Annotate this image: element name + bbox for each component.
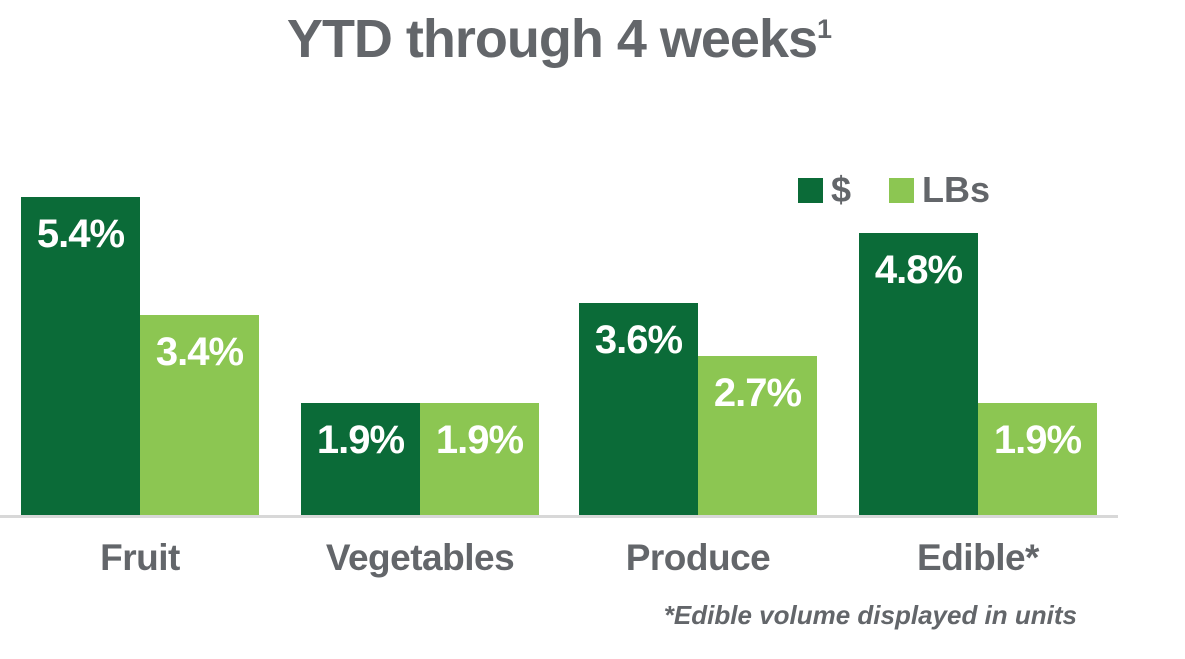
category-label-produce: Produce bbox=[625, 537, 771, 578]
x-axis-line bbox=[0, 515, 1118, 518]
legend-item-lbs: LBs bbox=[889, 172, 990, 208]
legend: $ LBs bbox=[798, 170, 990, 210]
category-label-edible: Edible* bbox=[917, 537, 1039, 578]
bar-vegetables-lbs: 1.9% bbox=[420, 403, 539, 515]
bar-fruit-lbs: 3.4% bbox=[140, 315, 259, 515]
chart-title: YTD through 4 weeks1 bbox=[0, 2, 1118, 78]
bar-value-label: 1.9% bbox=[316, 418, 405, 462]
bar-value-label: 5.4% bbox=[36, 212, 125, 256]
chart-title-superscript: 1 bbox=[817, 14, 832, 44]
chart-title-text: YTD through 4 weeks bbox=[286, 9, 818, 69]
legend-swatch-lbs-icon bbox=[889, 177, 915, 203]
legend-item-dollars: $ bbox=[798, 172, 851, 208]
bar-edible-lbs: 1.9% bbox=[978, 403, 1097, 515]
bar-value-label: 2.7% bbox=[713, 371, 802, 415]
bar-vegetables-dollars: 1.9% bbox=[301, 403, 420, 515]
category-label-fruit: Fruit bbox=[100, 537, 180, 578]
bar-value-label: 1.9% bbox=[435, 418, 524, 462]
bar-fruit-dollars: 5.4% bbox=[21, 197, 140, 515]
bar-value-label: 3.4% bbox=[155, 330, 244, 374]
bar-value-label: 1.9% bbox=[993, 418, 1082, 462]
category-label-vegetables: Vegetables bbox=[325, 537, 515, 578]
bar-produce-lbs: 2.7% bbox=[698, 356, 817, 515]
bar-value-label: 3.6% bbox=[594, 318, 683, 362]
bar-value-label: 4.8% bbox=[874, 248, 963, 292]
bar-edible-dollars: 4.8% bbox=[859, 233, 978, 515]
legend-swatch-dollars-icon bbox=[798, 177, 823, 203]
footnote: *Edible volume displayed in units bbox=[663, 600, 1077, 630]
legend-label-lbs: LBs bbox=[922, 169, 991, 210]
bar-produce-dollars: 3.6% bbox=[579, 303, 698, 515]
legend-label-dollars: $ bbox=[831, 169, 852, 210]
